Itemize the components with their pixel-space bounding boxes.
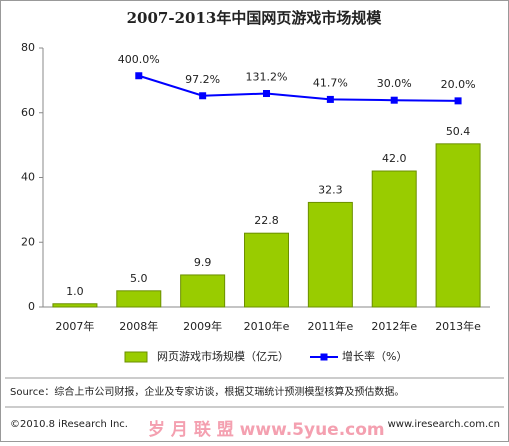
value-label: 5.0 xyxy=(130,272,148,285)
value-label: 9.9 xyxy=(194,256,212,269)
y-tick-label: 20 xyxy=(21,235,35,248)
line xyxy=(138,74,459,102)
legend-swatch xyxy=(320,353,328,361)
value-label: 42.0 xyxy=(382,152,407,165)
x-tick-label: 2009年 xyxy=(183,319,222,333)
y-tick-label: 60 xyxy=(21,106,35,119)
watermark: 岁 月 联 盟 www.5yue.com xyxy=(148,419,385,440)
value-label: 1.0 xyxy=(66,285,84,298)
line-marker xyxy=(135,72,143,80)
value-label: 32.3 xyxy=(318,183,343,196)
chart-title: 2007-2013年中国网页游戏市场规模 xyxy=(127,9,383,27)
bar xyxy=(116,290,162,308)
legend-label: 网页游戏市场规模（亿元） xyxy=(157,349,289,363)
y-tick-label: 80 xyxy=(21,41,35,54)
legend-label: 增长率（%） xyxy=(342,349,407,363)
bar xyxy=(371,170,417,308)
line-marker xyxy=(454,97,462,105)
x-tick-label: 2011年e xyxy=(307,319,353,333)
x-tick-label: 2010年e xyxy=(244,319,290,333)
line-marker xyxy=(390,96,398,104)
bar xyxy=(244,232,289,308)
x-tick-label: 2007年 xyxy=(55,319,94,333)
line-marker xyxy=(199,92,207,100)
y-tick-label: 40 xyxy=(21,171,35,184)
x-tick-label: 2012年e xyxy=(371,319,417,333)
source: Source：综合上市公司财报，企业及专家访谈，根据艾瑞统计预测模型核算及预估数… xyxy=(10,385,404,398)
legend-swatch xyxy=(124,351,148,363)
value-label: 50.4 xyxy=(446,125,471,138)
y-tick-label: 0 xyxy=(28,300,35,313)
value-label: 30.0% xyxy=(377,77,412,90)
website: www.iresearch.com.cn xyxy=(388,419,500,430)
value-label: 41.7% xyxy=(313,76,348,89)
bar xyxy=(52,303,98,308)
line-marker xyxy=(326,95,334,103)
bar xyxy=(307,201,353,308)
x-tick-label: 2013年e xyxy=(435,319,481,333)
value-label: 131.2% xyxy=(246,71,288,84)
x-tick-label: 2008年 xyxy=(119,319,158,333)
value-label: 400.0% xyxy=(118,53,160,66)
line-marker xyxy=(263,90,270,98)
copyright: ©2010.8 iResearch Inc. xyxy=(10,419,128,430)
value-label: 22.8 xyxy=(254,214,279,227)
value-label: 97.2% xyxy=(185,73,220,86)
bar xyxy=(435,143,481,308)
value-label: 20.0% xyxy=(441,78,476,91)
bar xyxy=(180,274,226,308)
